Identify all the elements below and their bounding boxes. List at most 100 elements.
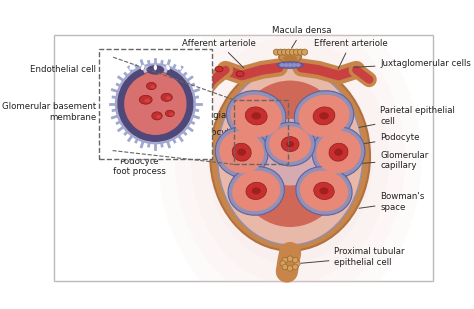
Ellipse shape <box>215 66 223 72</box>
Ellipse shape <box>141 65 145 70</box>
Circle shape <box>293 49 300 55</box>
Ellipse shape <box>121 66 126 70</box>
Ellipse shape <box>166 65 170 70</box>
Ellipse shape <box>329 143 348 161</box>
Ellipse shape <box>273 138 308 182</box>
Text: Glomerular
capillary: Glomerular capillary <box>351 150 428 170</box>
Ellipse shape <box>300 171 348 211</box>
Ellipse shape <box>170 113 173 116</box>
Ellipse shape <box>161 93 173 101</box>
Ellipse shape <box>156 115 161 118</box>
Bar <box>99 49 212 159</box>
Ellipse shape <box>313 107 335 125</box>
Ellipse shape <box>227 91 286 141</box>
Ellipse shape <box>151 85 155 88</box>
Ellipse shape <box>232 171 280 211</box>
Ellipse shape <box>252 187 261 194</box>
Circle shape <box>284 63 288 67</box>
Circle shape <box>296 63 300 67</box>
Bar <box>234 100 289 164</box>
Ellipse shape <box>218 67 363 245</box>
Ellipse shape <box>294 91 354 141</box>
Ellipse shape <box>208 57 373 264</box>
FancyBboxPatch shape <box>54 35 433 281</box>
Ellipse shape <box>215 127 268 177</box>
Ellipse shape <box>139 95 152 104</box>
Text: Mesangial cells: Mesangial cells <box>185 111 251 134</box>
Text: Bowman's
space: Bowman's space <box>359 193 425 212</box>
Ellipse shape <box>210 62 370 251</box>
Ellipse shape <box>258 119 322 185</box>
Circle shape <box>280 261 286 266</box>
Circle shape <box>290 49 296 55</box>
Ellipse shape <box>240 98 340 223</box>
Ellipse shape <box>146 65 164 75</box>
Circle shape <box>282 264 288 270</box>
Ellipse shape <box>166 96 171 100</box>
Ellipse shape <box>232 143 251 161</box>
Ellipse shape <box>319 112 329 120</box>
Ellipse shape <box>334 149 343 156</box>
Circle shape <box>285 49 292 55</box>
Ellipse shape <box>219 131 264 173</box>
Ellipse shape <box>177 65 182 70</box>
Ellipse shape <box>251 112 261 120</box>
Text: Podocyte: Podocyte <box>354 133 420 145</box>
Ellipse shape <box>269 126 311 162</box>
Circle shape <box>287 256 293 261</box>
Ellipse shape <box>165 110 174 117</box>
Circle shape <box>282 257 288 263</box>
Circle shape <box>116 64 195 143</box>
Ellipse shape <box>230 95 282 137</box>
Circle shape <box>292 63 296 67</box>
Ellipse shape <box>224 77 356 243</box>
Ellipse shape <box>152 112 162 120</box>
Ellipse shape <box>296 167 352 215</box>
Ellipse shape <box>129 65 134 70</box>
Ellipse shape <box>237 149 246 156</box>
Text: Parietal epithelial
cell: Parietal epithelial cell <box>359 106 456 127</box>
Ellipse shape <box>191 37 389 284</box>
Text: Afferent arteriole: Afferent arteriole <box>182 39 256 68</box>
Ellipse shape <box>283 55 297 62</box>
Text: Endothelial cell: Endothelial cell <box>30 65 143 74</box>
Circle shape <box>294 261 300 266</box>
Ellipse shape <box>279 51 301 63</box>
Ellipse shape <box>314 182 334 200</box>
Circle shape <box>123 71 188 136</box>
Ellipse shape <box>246 182 266 200</box>
Ellipse shape <box>312 127 365 177</box>
Circle shape <box>292 264 298 270</box>
Ellipse shape <box>175 16 405 304</box>
Circle shape <box>292 257 298 263</box>
Ellipse shape <box>146 83 156 90</box>
Text: Juxtaglomerular cells: Juxtaglomerular cells <box>354 59 471 68</box>
Circle shape <box>287 265 293 271</box>
Ellipse shape <box>319 187 328 194</box>
Circle shape <box>280 63 284 67</box>
Ellipse shape <box>228 167 284 215</box>
Text: Macula densa: Macula densa <box>273 26 332 48</box>
Ellipse shape <box>159 0 421 309</box>
Ellipse shape <box>286 141 294 147</box>
Ellipse shape <box>185 66 190 70</box>
Text: Podocyte
foot process: Podocyte foot process <box>113 149 166 176</box>
Ellipse shape <box>230 81 350 227</box>
Ellipse shape <box>298 95 350 137</box>
Ellipse shape <box>256 118 324 203</box>
Circle shape <box>277 49 283 55</box>
Ellipse shape <box>281 137 299 152</box>
Text: Proximal tubular
epithelial cell: Proximal tubular epithelial cell <box>301 248 405 267</box>
Ellipse shape <box>145 99 150 103</box>
Text: Glomerular basement
membrane: Glomerular basement membrane <box>2 100 116 121</box>
Circle shape <box>273 49 280 55</box>
Circle shape <box>288 63 292 67</box>
Ellipse shape <box>154 65 157 70</box>
Ellipse shape <box>316 131 361 173</box>
Ellipse shape <box>246 107 267 125</box>
Circle shape <box>282 49 288 55</box>
Ellipse shape <box>236 71 244 77</box>
Text: Efferent arteriole: Efferent arteriole <box>314 39 387 69</box>
Circle shape <box>298 49 304 55</box>
Circle shape <box>301 49 308 55</box>
